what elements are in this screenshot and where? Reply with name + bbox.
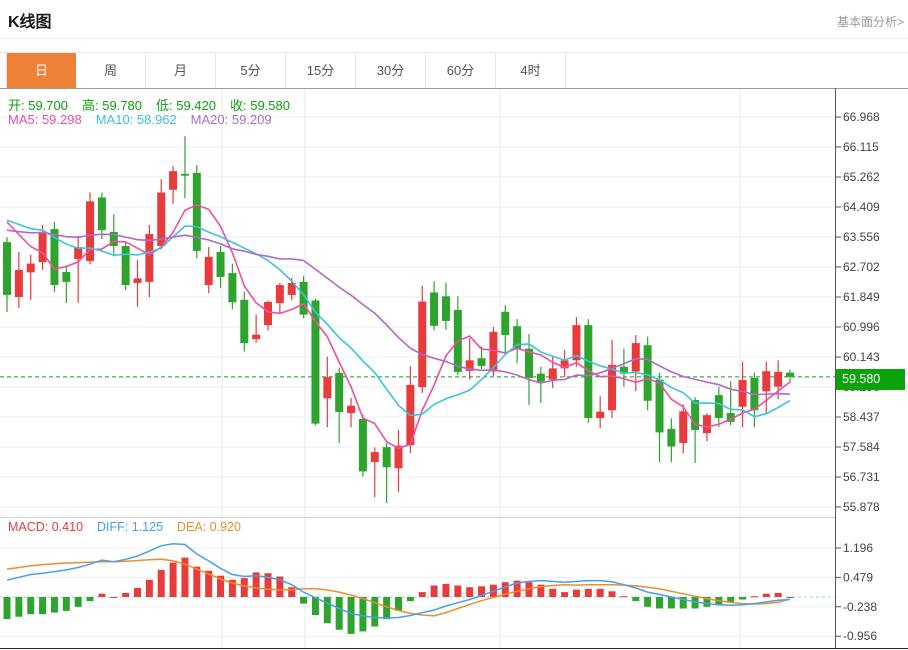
tab-4hour[interactable]: 4时 (496, 53, 566, 88)
tab-5min[interactable]: 5分 (216, 53, 286, 88)
dea-line (6, 558, 791, 617)
title-separator (0, 38, 908, 39)
tab-month[interactable]: 月 (146, 53, 216, 88)
ma10-line (6, 219, 791, 418)
candlesticks (3, 136, 794, 504)
grid-lines (0, 88, 835, 648)
tab-day[interactable]: 日 (6, 53, 76, 88)
tab-60min[interactable]: 60分 (426, 53, 496, 88)
svg-text:60.143: 60.143 (843, 350, 880, 364)
svg-text:-0.956: -0.956 (843, 629, 877, 643)
diff-line (6, 542, 791, 619)
svg-text:55.878: 55.878 (843, 500, 880, 514)
ma5-line (6, 204, 791, 450)
svg-text:63.556: 63.556 (843, 230, 880, 244)
tab-15min[interactable]: 15分 (286, 53, 356, 88)
fundamental-analysis-link[interactable]: 基本面分析> (836, 15, 904, 29)
svg-text:60.996: 60.996 (843, 320, 880, 334)
svg-text:62.702: 62.702 (843, 260, 880, 274)
svg-text:58.437: 58.437 (843, 410, 880, 424)
tab-week[interactable]: 周 (76, 53, 146, 88)
period-tabbar: 日周月 5分 15分 30分 60分 4时 (0, 52, 908, 89)
macd-histogram (3, 557, 794, 634)
svg-text:64.409: 64.409 (843, 200, 880, 214)
svg-text:57.584: 57.584 (843, 440, 880, 454)
svg-text:65.262: 65.262 (843, 170, 880, 184)
svg-text:-0.238: -0.238 (843, 600, 877, 614)
current-price-badge: 59.580 (836, 369, 905, 390)
svg-text:56.731: 56.731 (843, 470, 880, 484)
frame (0, 88, 908, 649)
svg-text:0.479: 0.479 (843, 570, 873, 584)
period-tabs: 日周月 5分 15分 30分 60分 4时 (6, 53, 566, 88)
svg-text:61.849: 61.849 (843, 290, 880, 304)
svg-text:66.115: 66.115 (843, 140, 879, 154)
svg-text:66.968: 66.968 (843, 110, 880, 124)
price-axis-labels: 66.968 66.115 65.262 64.409 63.556 62.702 61.8… (835, 110, 880, 514)
tab-30min[interactable]: 30分 (356, 53, 426, 88)
macd-axis-labels: 1.196 0.479 -0.238 -0.956 (835, 541, 877, 643)
ma20-line (6, 229, 791, 396)
svg-text:1.196: 1.196 (843, 541, 873, 555)
page-title: K线图 (8, 14, 52, 31)
